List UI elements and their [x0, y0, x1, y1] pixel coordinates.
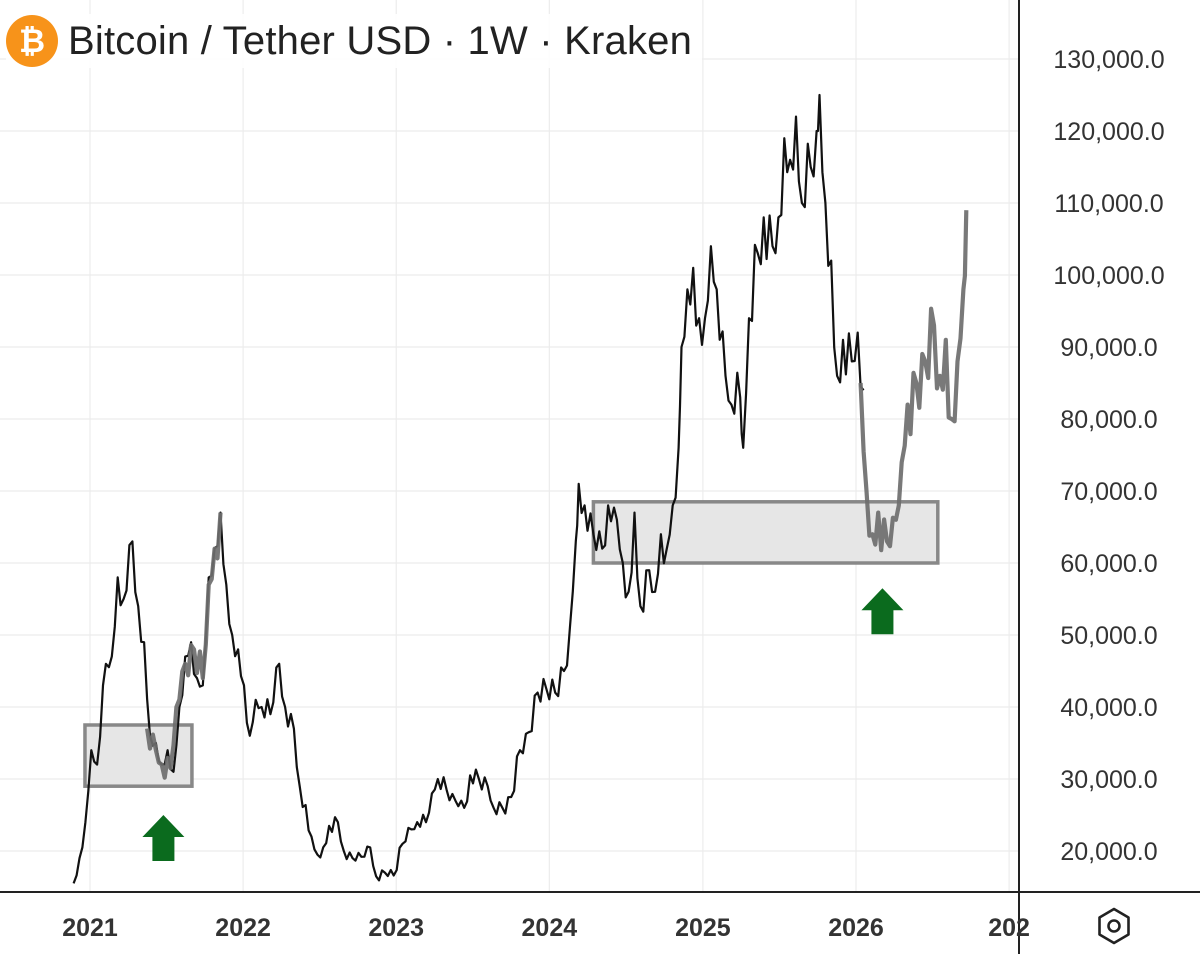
settings-hexagon-icon[interactable] [1094, 906, 1134, 946]
y-tick-label: 90,000.0 [1060, 334, 1157, 362]
x-tick-label: 2025 [675, 914, 731, 942]
y-tick-label: 40,000.0 [1060, 694, 1157, 722]
y-tick-label: 110,000.0 [1054, 190, 1163, 218]
series-line [145, 512, 223, 780]
y-tick-label: 20,000.0 [1060, 838, 1157, 866]
up-arrow-marker [861, 588, 904, 635]
up-arrow-marker [142, 815, 185, 861]
y-tick-label: 70,000.0 [1060, 478, 1157, 506]
y-tick-label: 30,000.0 [1060, 766, 1157, 794]
y-axis-ticks: 20,000.0 30,000.0 40,000.0 50,000.0 60,000.0… [1053, 46, 1164, 866]
chart-title: Bitcoin / Tether USD · 1W · Kraken [68, 18, 693, 63]
x-tick-label: 2026 [828, 914, 884, 942]
support-zones [83, 500, 940, 788]
bitcoin-icon: ₿ [6, 15, 58, 67]
y-tick-label: 120,000.0 [1053, 118, 1164, 146]
x-tick-label: 2023 [368, 914, 424, 942]
x-tick-label: 202 [988, 914, 1030, 942]
price-series [72, 93, 969, 884]
x-tick-label: 2022 [215, 914, 271, 942]
chart-header: ₿ Bitcoin / Tether USD · 1W · Kraken [6, 14, 703, 68]
y-tick-label: 100,000.0 [1053, 262, 1164, 290]
x-tick-label: 2024 [522, 914, 578, 942]
series-line [858, 210, 969, 553]
y-tick-label: 80,000.0 [1060, 406, 1157, 434]
y-tick-label: 130,000.0 [1053, 46, 1164, 74]
x-axis-ticks: 2021 2022 2023 2024 2025 2026 202 [62, 914, 1030, 942]
y-tick-label: 50,000.0 [1060, 622, 1157, 650]
annotation-arrows [142, 588, 904, 861]
y-tick-label: 60,000.0 [1060, 550, 1157, 578]
x-tick-label: 2021 [62, 914, 118, 942]
